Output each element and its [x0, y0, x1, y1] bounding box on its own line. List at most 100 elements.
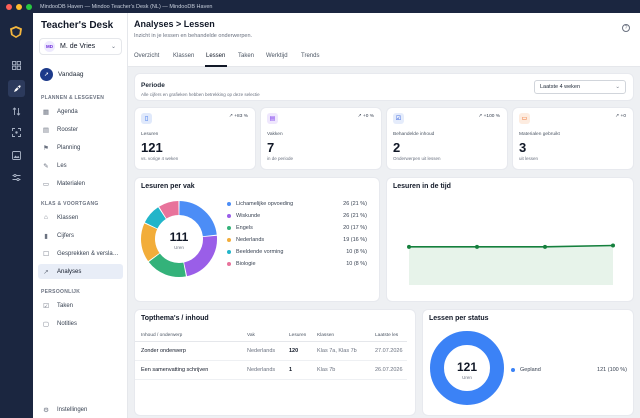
line-chart-icon: ↗ [43, 268, 49, 276]
checkbox-icon: ☑ [393, 113, 404, 124]
topthemas-card: Topthema's / inhoud Inhoud / onderwerp V… [134, 309, 416, 416]
document-icon: ▤ [267, 113, 278, 124]
sidebar-item-analyses[interactable]: ↗ Analyses [38, 264, 123, 279]
window-titlebar: MindooDB Haven — Mindoo Teacher's Desk (… [0, 0, 640, 13]
periode-select[interactable]: Laatste 4 weken ⌄ [534, 80, 626, 94]
tab-klassen[interactable]: Klassen [173, 53, 195, 59]
lesuren-line-chart [407, 243, 615, 285]
column-header[interactable]: Vak [241, 330, 283, 342]
stat-value: 7 [267, 140, 275, 155]
close-window-button[interactable] [6, 3, 12, 10]
column-header[interactable]: Klassen [311, 330, 369, 342]
table-row[interactable]: Een samenvatting schrijven Nederlands 1 … [135, 360, 407, 380]
help-icon[interactable]: ? [622, 24, 630, 32]
rocket-icon[interactable] [8, 80, 25, 97]
book-icon: ▯ [141, 113, 152, 124]
tab-lessen[interactable]: Lessen [206, 53, 226, 59]
tab-taken[interactable]: Taken [238, 53, 255, 59]
stat-value: 2 [393, 140, 401, 155]
series-line [409, 244, 614, 248]
data-point[interactable] [611, 243, 615, 248]
stat-label: Materialen gebruikt [519, 132, 560, 137]
legend-item: Wiskunde 26 (21 %) [227, 210, 367, 222]
sidebar-item-cijfers[interactable]: ▮ Cijfers [38, 228, 123, 243]
lessen-per-status-card: Lessen per status 121 Uren Gepland 121 (1… [422, 309, 634, 416]
stat-trend: ↗ +0 % [357, 114, 374, 119]
scan-icon[interactable] [10, 126, 23, 139]
app-logo-icon [10, 26, 22, 38]
status-legend: Gepland 121 (100 %) [511, 364, 627, 376]
pencil-icon: ✎ [43, 162, 49, 170]
folder-icon: ▭ [42, 180, 50, 188]
sidebar-item-taken[interactable]: ☑ Taken [43, 302, 74, 310]
lesuren-per-vak-legend: Lichamelijke opvoeding 26 (21 %) Wiskunde… [227, 198, 367, 270]
lesuren-in-de-tijd-card: Lesuren in de tijd [386, 177, 634, 302]
stat-card-materialen: ▭ ↗ +0 Materialen gebruikt 3 uit lessen [512, 107, 634, 170]
stat-trend: ↗ +83 % [228, 114, 248, 119]
periode-selected-value: Laatste 4 weken [540, 84, 581, 90]
column-header[interactable]: Laatste les [369, 330, 407, 342]
sidebar-item-planning[interactable]: ⚑ Planning [43, 144, 81, 152]
dashboard-icon[interactable] [10, 59, 23, 72]
donut-slice-4 [144, 207, 167, 229]
section-title-klas: KLAS & VOORTGANG [41, 201, 99, 207]
stat-sub: vs. vorige 4 weken [141, 156, 179, 161]
minimize-window-button[interactable] [16, 3, 22, 10]
bar-chart-icon: ▮ [44, 232, 48, 240]
user-selector[interactable]: MD M. de Vries ⌄ [39, 38, 122, 55]
sidebar-item-agenda[interactable]: ▦ Agenda [42, 108, 78, 116]
brand-title: Teacher's Desk [41, 20, 114, 31]
column-header[interactable]: Lesuren [283, 330, 311, 342]
area-fill [409, 245, 613, 285]
stat-value: 121 [141, 140, 163, 155]
calendar-icon: ▦ [42, 108, 50, 116]
tab-werktijd[interactable]: Werktijd [266, 53, 288, 59]
tab-bar: Overzicht Klassen Lessen Taken Werktijd … [128, 50, 640, 67]
sidebar-item-gesprekken[interactable]: ☐ Gesprekken & versla… [43, 250, 119, 258]
donut-total: 121 [457, 360, 477, 374]
gallery-icon[interactable] [10, 149, 23, 162]
card-title: Lessen per status [429, 315, 489, 322]
section-title-plannen: PLANNEN & LESGEVEN [41, 95, 105, 101]
donut-slice-0 [178, 201, 217, 237]
chat-icon: ☐ [43, 250, 49, 258]
sidebar-item-notities[interactable]: ▢ Notities [42, 320, 78, 328]
avatar: MD [44, 41, 55, 52]
sidebar-item-rooster[interactable]: ▤ Rooster [42, 126, 79, 134]
today-button[interactable]: ➚ Vandaag [40, 68, 84, 81]
sidebar-item-klassen[interactable]: ⌂ Klassen [38, 210, 123, 225]
tab-trends[interactable]: Trends [301, 53, 320, 59]
folder-icon: ▭ [519, 113, 530, 124]
sliders-icon[interactable] [10, 171, 23, 184]
periode-subtitle: Alle cijfers en grafieken hebben betrekk… [141, 92, 260, 97]
table-row[interactable]: Zonder onderwerp Nederlands 120 Klas 7a,… [135, 341, 407, 361]
data-point[interactable] [475, 244, 479, 249]
data-point[interactable] [543, 244, 547, 249]
window-title: MindooDB Haven — Mindoo Teacher's Desk (… [40, 3, 213, 10]
stat-sub: uit lessen [519, 156, 539, 161]
sidebar-item-instellingen[interactable]: ⚙ Instellingen [43, 406, 88, 414]
table-header-row: Inhoud / onderwerp Vak Lesuren Klassen L… [135, 330, 407, 342]
zoom-window-button[interactable] [26, 3, 32, 10]
donut-slice-2 [148, 253, 186, 277]
donut-slice-3 [141, 223, 160, 262]
data-point[interactable] [407, 244, 411, 249]
legend-item: Biologie 10 (8 %) [227, 258, 367, 270]
rocket-icon: ➚ [40, 68, 53, 81]
column-header[interactable]: Inhoud / onderwerp [135, 330, 241, 342]
donut-total: 111 [170, 230, 189, 244]
page-title: Analyses > Lessen [134, 19, 215, 29]
legend-item: Nederlands 19 (16 %) [227, 234, 367, 246]
stat-sub: Onderwerpen uit lessen [393, 156, 441, 161]
sidebar-item-materialen[interactable]: ▭ Materialen [42, 180, 86, 188]
checklist-icon: ☑ [43, 302, 49, 310]
stat-value: 3 [519, 140, 527, 155]
stat-sub: in de periode [267, 156, 294, 161]
donut-total-label: Uren [174, 245, 184, 250]
gear-icon: ⚙ [43, 406, 49, 414]
sort-arrows-icon[interactable] [10, 105, 23, 118]
tab-overzicht[interactable]: Overzicht [134, 53, 160, 59]
sidebar-item-les[interactable]: ✎ Les [43, 162, 67, 170]
legend-item: Gepland 121 (100 %) [511, 364, 627, 376]
flag-icon: ⚑ [43, 144, 49, 152]
